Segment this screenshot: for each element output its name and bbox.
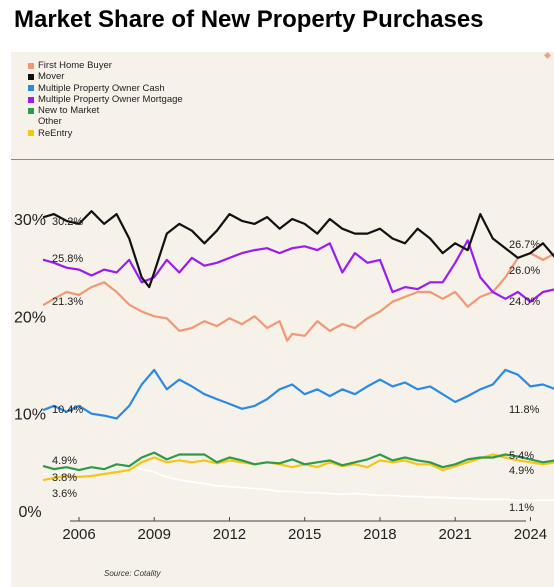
y-tick-label: 10%	[14, 407, 46, 424]
legend-swatch	[28, 62, 34, 69]
data-label-end: 4.9%	[509, 465, 534, 477]
legend-swatch	[28, 130, 34, 137]
legend-item-mpo-mortgage: Multiple Property Owner Mortgage	[28, 94, 183, 105]
x-tick-label: 2006	[62, 526, 95, 543]
y-tick-label: 30%	[14, 212, 46, 229]
series-line-mpo-cash	[42, 368, 554, 420]
y-tick-label: 20%	[14, 309, 46, 326]
x-tick-label: 2021	[439, 526, 472, 543]
x-tick-label: 2018	[363, 526, 396, 543]
series-line-new-to-market	[42, 451, 554, 472]
data-label-end: 1.1%	[509, 502, 534, 514]
legend-swatch	[28, 107, 34, 114]
series-line-mpo-mortgage	[42, 239, 554, 303]
legend-label: Multiple Property Owner Cash	[38, 82, 165, 94]
data-label-end: 26.7%	[509, 239, 540, 251]
legend-divider	[11, 159, 554, 160]
legend-label: First Home Buyer	[38, 60, 112, 71]
source-note: Source: Cotality	[104, 569, 161, 578]
data-label-start: 30.2%	[52, 216, 83, 228]
legend-item-new-to-market: New to Market	[28, 105, 183, 116]
x-tick-label: 2024	[514, 526, 547, 543]
legend-label: Other	[38, 116, 62, 128]
x-tick-label: 2015	[288, 526, 321, 543]
data-label-end: 5.4%	[509, 450, 534, 462]
data-label-start: 3.6%	[52, 488, 77, 500]
data-label-end: 26.0%	[509, 265, 540, 277]
chart-legend: First Home Buyer Mover Multiple Property…	[28, 60, 183, 139]
legend-label: ReEntry	[38, 127, 73, 139]
data-label-start: 4.9%	[52, 455, 77, 467]
data-label-start: 10.4%	[52, 404, 83, 416]
legend-swatch	[28, 96, 34, 103]
x-tick-label: 2009	[138, 526, 171, 543]
legend-item-other: Other	[28, 116, 183, 127]
data-label-end: 11.8%	[509, 404, 540, 416]
legend-item-first-home-buyer: First Home Buyer	[28, 60, 183, 71]
legend-item-reentry: ReEntry	[28, 128, 183, 139]
x-tick-label: 2012	[213, 526, 246, 543]
data-label-end: 24.0%	[509, 296, 540, 308]
data-label-start: 25.8%	[52, 253, 83, 265]
legend-label: Mover	[38, 71, 65, 83]
legend-label: Multiple Property Owner Mortgage	[38, 93, 183, 105]
legend-label: New to Market	[38, 105, 100, 117]
y-tick-label: 0%	[18, 504, 41, 521]
series-line-mover	[42, 210, 554, 289]
legend-swatch	[28, 85, 34, 92]
legend-swatch	[28, 73, 34, 80]
data-label-start: 21.3%	[52, 296, 83, 308]
legend-item-mpo-cash: Multiple Property Owner Cash	[28, 83, 183, 94]
series-line-first-home-buyer	[42, 252, 554, 342]
legend-item-mover: Mover	[28, 71, 183, 82]
data-label-start: 3.8%	[52, 472, 77, 484]
chart-title: Market Share of New Property Purchases	[14, 6, 484, 33]
